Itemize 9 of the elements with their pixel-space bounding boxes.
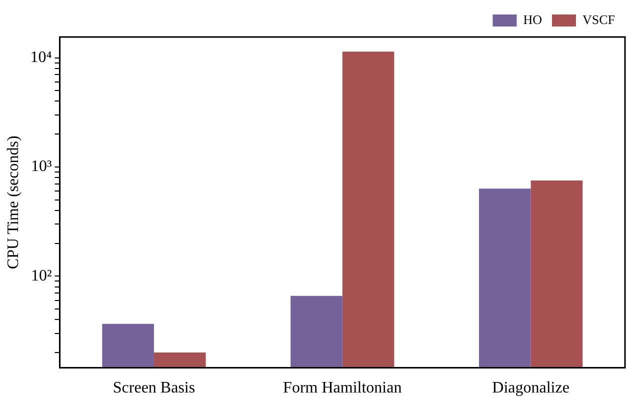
x-tick-label: Form Hamiltonian — [283, 380, 402, 397]
x-tick-label: Diagonalize — [492, 380, 570, 397]
y-tick-label: 10² — [30, 267, 52, 284]
legend-label: VSCF — [582, 12, 616, 27]
y-axis-title: CPU Time (seconds) — [4, 136, 22, 270]
y-tick-label: 10³ — [30, 158, 52, 176]
legend-label: HO — [523, 12, 542, 27]
y-tick-label: 10⁴ — [30, 48, 52, 66]
x-tick-label: Screen Basis — [112, 380, 196, 397]
